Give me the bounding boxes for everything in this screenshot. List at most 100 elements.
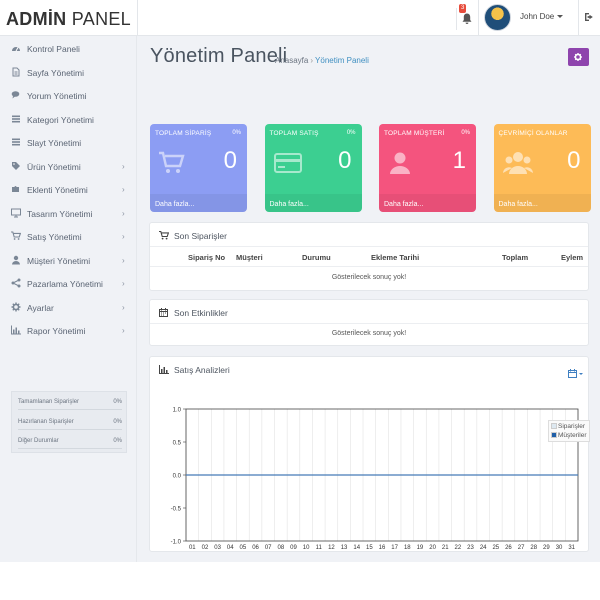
sidebar-item-label: Sayfa Yönetimi (27, 67, 85, 78)
recent-activities-panel: Son Etkinlikler Gösterilecek sonuç yok! (149, 299, 589, 346)
user-icon (390, 152, 410, 174)
panel-header: Son Etkinlikler (150, 300, 588, 324)
cart-icon (159, 151, 185, 173)
gear-icon (574, 53, 582, 61)
x-tick-label: 01 (189, 545, 196, 551)
stat-card[interactable]: TOPLAM SİPARİŞ 0% 0 Daha fazla... (150, 124, 247, 212)
stat-card[interactable]: TOPLAM SATIŞ 0% 0 Daha fazla... (264, 124, 362, 212)
sidebar-item[interactable]: Ayarlar › (0, 296, 137, 318)
card-title: TOPLAM MÜŞTERİ (384, 130, 445, 137)
logout-button[interactable] (578, 0, 600, 36)
sidebar-item[interactable]: Pazarlama Yönetimi › (0, 272, 137, 294)
chevron-right-icon: › (122, 232, 125, 241)
stat-value: 0% (113, 418, 122, 425)
stat-label: Tamamlanan Siparişler (18, 399, 80, 405)
sidebar-item[interactable]: Satış Yönetimi › (0, 225, 137, 247)
sidebar-item[interactable]: Yorum Yönetimi (0, 84, 137, 106)
sidebar-item[interactable]: Ürün Yönetimi › (0, 155, 137, 177)
notification-badge: 3 (459, 4, 467, 13)
bell-icon (462, 13, 472, 24)
card-value: 0 (338, 147, 352, 174)
x-tick-label: 12 (328, 545, 335, 551)
sidebar-item-label: Eklenti Yönetimi (27, 185, 88, 195)
order-stats-box: Tamamlanan Siparişler 0% Hazırlanan Sipari… (11, 391, 127, 453)
x-tick-label: 17 (391, 545, 398, 551)
user-icon (12, 255, 20, 264)
brand-bold: ADMİN (5, 9, 67, 29)
x-tick-label: 27 (518, 545, 525, 551)
sidebar-item-label: Rapor Yönetimi (27, 326, 86, 336)
breadcrumb-current[interactable]: Yönetim Paneli (315, 56, 369, 65)
panel-title: Son Siparişler (174, 231, 227, 241)
y-tick-label: 1.0 (173, 408, 182, 414)
avatar (484, 4, 511, 31)
chevron-right-icon: › (122, 279, 125, 288)
puzzle-icon (12, 186, 19, 192)
gauge-icon (12, 47, 20, 52)
stat-value: 0% (113, 399, 122, 405)
card-more-link[interactable]: Daha fazla... (269, 201, 309, 208)
settings-button[interactable] (568, 48, 589, 66)
chevron-right-icon: › (122, 255, 125, 265)
chart-legend: Siparişler Müşteriler (548, 420, 590, 442)
x-tick-label: 23 (467, 545, 474, 551)
sidebar-item-label: Pazarlama Yönetimi (27, 279, 103, 289)
credit-card-icon (273, 153, 302, 173)
card-value: 0 (567, 147, 581, 174)
card-footer (493, 194, 591, 212)
sidebar-item[interactable]: Müşteri Yönetimi › (0, 249, 137, 271)
legend-swatch (551, 432, 557, 438)
notifications-button[interactable]: 3 (456, 4, 476, 30)
x-tick-label: 09 (290, 545, 297, 551)
brand-logo[interactable]: ADMİN PANEL (0, 0, 138, 36)
column-header[interactable]: Durumu (302, 253, 331, 262)
x-tick-label: 24 (480, 545, 487, 551)
user-menu[interactable]: John Doe (478, 0, 578, 36)
list-icon (12, 115, 20, 122)
column-header[interactable]: Sipariş No (188, 253, 226, 262)
sidebar-item[interactable]: Kategori Yönetimi (0, 108, 137, 130)
x-tick-label: 03 (214, 545, 221, 551)
tags-icon (12, 161, 20, 170)
sidebar-item[interactable]: Slayt Yönetimi (0, 131, 137, 153)
breadcrumb: Anasayfa › Yönetim Paneli (275, 56, 369, 65)
cart-icon (159, 231, 169, 240)
x-tick-label: 26 (505, 545, 512, 551)
x-tick-label: 31 (568, 545, 575, 551)
sidebar-item[interactable]: Eklenti Yönetimi › (0, 178, 137, 200)
y-tick-label: -0.5 (171, 507, 182, 513)
bar-chart-icon (11, 325, 21, 335)
breadcrumb-home[interactable]: Anasayfa (275, 56, 309, 65)
sidebar-item[interactable]: Kontrol Paneli (0, 37, 137, 59)
card-title: TOPLAM SİPARİŞ (155, 130, 212, 137)
x-tick-label: 20 (429, 545, 436, 551)
sidebar: Kontrol Paneli Sayfa Yönetimi Yorum Yöneti… (0, 36, 137, 562)
column-header[interactable]: Toplam (502, 253, 529, 262)
x-tick-label: 07 (265, 545, 272, 551)
column-header[interactable]: Eylem (561, 253, 584, 262)
panel-header: Satış Analizleri (150, 357, 588, 381)
card-footer (150, 194, 247, 212)
card-more-link[interactable]: Daha fazla... (155, 201, 195, 208)
sidebar-item[interactable]: Sayfa Yönetimi (0, 61, 137, 83)
card-more-link[interactable]: Daha fazla... (384, 201, 424, 208)
card-value: 1 (452, 147, 466, 174)
orders-table-header: Sipariş No Müşteri Durumu Ekleme Tarihi Topl… (150, 247, 588, 267)
comments-icon (11, 91, 20, 99)
stat-card[interactable]: TOPLAM MÜŞTERİ 0% 1 Daha fazla... (379, 124, 476, 212)
sidebar-item-label: Kontrol Paneli (27, 44, 80, 54)
brand-light: PANEL (71, 9, 131, 29)
x-tick-label: 04 (227, 545, 234, 551)
x-tick-label: 14 (353, 545, 360, 551)
card-more-link[interactable]: Daha fazla... (498, 201, 538, 208)
sidebar-item[interactable]: Tasarım Yönetimi › (0, 202, 137, 224)
column-header[interactable]: Müşteri (236, 253, 263, 262)
column-header[interactable]: Ekleme Tarihi (371, 253, 420, 262)
monitor-icon (11, 208, 21, 217)
sidebar-item-label: Kategori Yönetimi (27, 114, 94, 125)
stat-card[interactable]: ÇEVRİMİÇİ OLANLAR 0 Daha fazla... (493, 124, 591, 212)
file-icon (12, 67, 20, 76)
sidebar-item-label: Slayt Yönetimi (27, 138, 82, 148)
sidebar-item[interactable]: Rapor Yönetimi › (0, 319, 137, 341)
date-range-button[interactable] (568, 365, 584, 383)
